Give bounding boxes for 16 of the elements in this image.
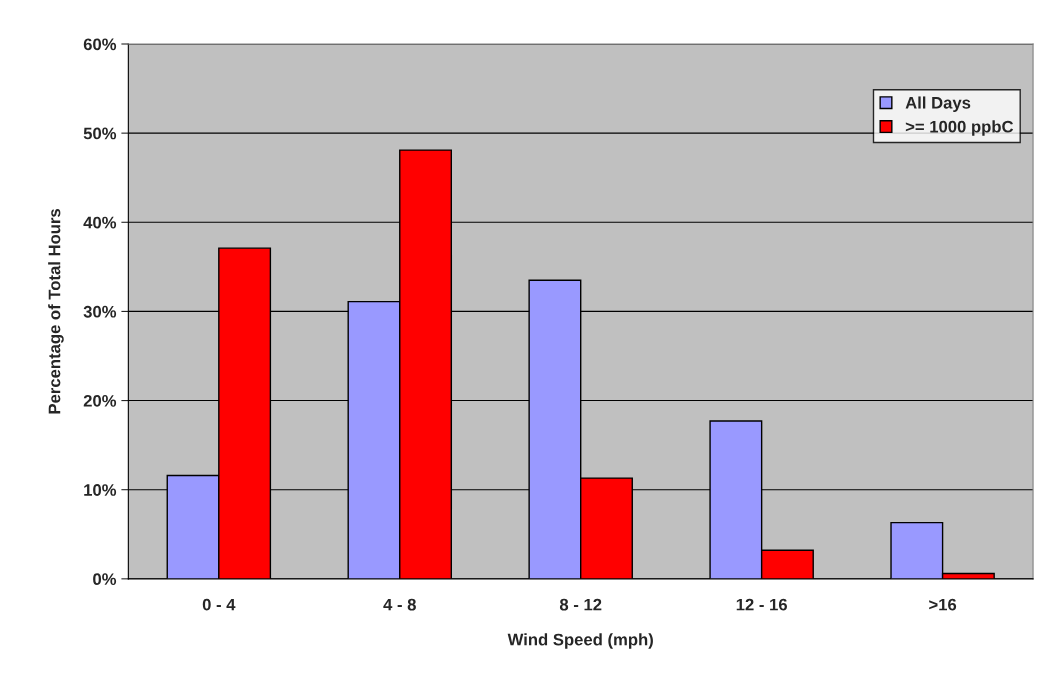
y-tick-label: 20% [83, 394, 117, 407]
y-tick-label: 30% [83, 305, 117, 318]
y-axis-title: Percentage of Total Hours [48, 208, 64, 414]
legend-label: All Days [905, 96, 971, 112]
x-axis-title: Wind Speed (mph) [507, 633, 653, 649]
x-tick-label: 8 - 12 [559, 598, 602, 611]
x-tick-label: 12 - 16 [736, 598, 787, 611]
x-tick-label: >16 [929, 598, 957, 611]
x-tick-label: 0 - 4 [202, 598, 236, 611]
y-tick-label: 50% [83, 127, 117, 140]
y-tick-label: 10% [84, 484, 117, 496]
x-tick-label: 4 - 8 [383, 598, 416, 611]
y-tick-label: 60% [83, 38, 117, 51]
y-tick-label: 0% [93, 573, 117, 586]
y-tick-label: 40% [83, 216, 117, 229]
legend-label: >= 1000 ppbC [905, 120, 1014, 136]
